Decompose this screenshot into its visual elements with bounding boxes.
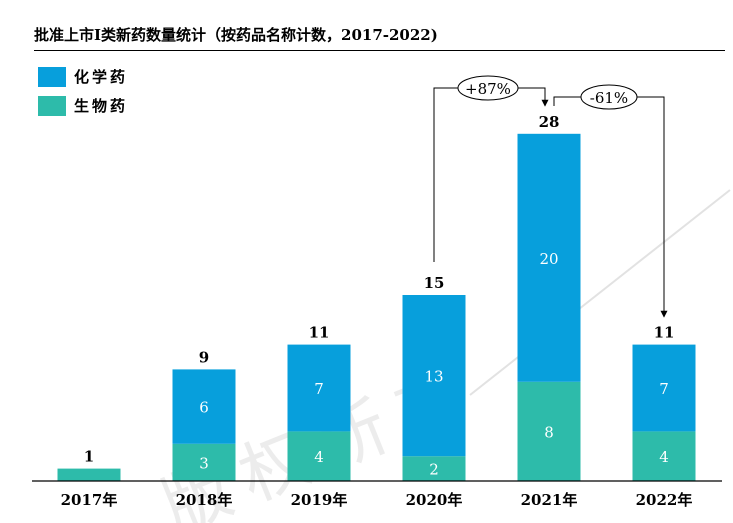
growth-bubble-2020-2021: [457, 75, 519, 101]
total-label: 11: [309, 324, 330, 342]
total-label: 9: [199, 348, 209, 366]
bar-biological-2022年: [632, 431, 696, 481]
x-tick-label: 2020年: [406, 491, 463, 509]
growth-bubble-2021-2022: [580, 84, 638, 110]
legend-label-biological: 生物药: [74, 97, 129, 115]
x-tick-label: 2017年: [61, 491, 118, 509]
legend: 化学药 生物药: [38, 63, 128, 121]
bar-chemical-2020年: [402, 295, 466, 457]
bar-biological-2020年: [402, 456, 466, 481]
bar-biological-2018年: [172, 443, 236, 481]
bar-chemical-2018年: [172, 369, 236, 444]
growth-label-2020-2021: +87%: [465, 80, 511, 98]
total-label: 1: [84, 448, 94, 466]
legend-label-chemical: 化学药: [74, 68, 129, 86]
total-label: 28: [539, 113, 560, 131]
bar-biological-2017年: [57, 468, 121, 481]
x-tick-label: 2022年: [636, 491, 693, 509]
chart-title: 批准上市I类新药数量统计（按药品名称计数，2017-2022): [34, 26, 438, 44]
data-label-chemical: 7: [314, 380, 324, 398]
bar-biological-2021年: [517, 381, 581, 481]
title-underline: [34, 50, 725, 51]
data-label-chemical: 13: [424, 368, 443, 386]
x-tick-label: 2021年: [521, 491, 578, 509]
data-label-biological: 4: [314, 448, 324, 466]
data-label-biological: 3: [199, 454, 209, 472]
legend-swatch-biological: [38, 95, 66, 116]
data-label-biological: 4: [659, 448, 669, 466]
bar-chemical-2019年: [287, 344, 351, 432]
total-label: 11: [654, 324, 675, 342]
growth-label-2021-2022: -61%: [590, 89, 628, 107]
bar-biological-2019年: [287, 431, 351, 481]
data-label-chemical: 7: [659, 380, 669, 398]
watermark-stroke: [469, 189, 731, 396]
legend-item-biological: 生物药: [38, 92, 128, 119]
data-label-chemical: 6: [199, 399, 209, 417]
data-label-chemical: 20: [539, 250, 558, 268]
x-tick-label: 2018年: [176, 491, 233, 509]
x-tick-label: 2019年: [291, 491, 348, 509]
bar-chemical-2022年: [632, 344, 696, 432]
total-label: 15: [424, 274, 445, 292]
legend-item-chemical: 化学药: [38, 63, 128, 90]
legend-swatch-chemical: [38, 66, 66, 87]
bar-chemical-2021年: [517, 133, 581, 382]
data-label-biological: 8: [544, 423, 554, 441]
data-label-biological: 2: [429, 461, 439, 479]
